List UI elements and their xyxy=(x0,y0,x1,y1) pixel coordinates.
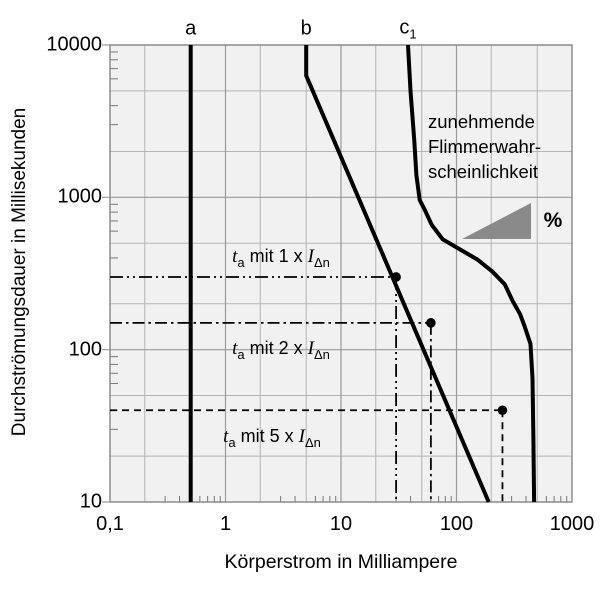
y-tick-label: 100 xyxy=(68,338,102,361)
annotation-line-2: Flimmerwahr- xyxy=(428,136,542,157)
x-tick-label: 1000 xyxy=(549,513,595,535)
x-axis-title: Körperstrom in Milliampere xyxy=(224,551,458,573)
guide-label-5x: ta mit 5 x IΔn xyxy=(223,426,321,450)
annotation-line-3: scheinlichkeit xyxy=(428,161,539,182)
curve-label-b: b xyxy=(300,17,312,40)
marker-dot xyxy=(391,272,401,282)
marker-dot xyxy=(426,318,436,328)
annotation-block: zunehmende Flimmerwahr- scheinlichkeit xyxy=(428,109,541,184)
y-tick-label: 10 xyxy=(79,490,102,513)
y-axis-title: Durchströmungsdauer in Millisekunden xyxy=(9,107,30,437)
y-tick-label: 10000 xyxy=(46,33,102,56)
curve-b xyxy=(304,45,491,503)
increasing-percent-triangle-icon xyxy=(462,203,531,239)
x-tick-label: 10 xyxy=(329,513,353,535)
curve-c1 xyxy=(406,44,537,503)
curve-label-c: c1 xyxy=(399,16,417,42)
y-tick-label: 1000 xyxy=(57,185,103,208)
guide-label-2x: ta mit 2 x IΔn xyxy=(232,338,330,362)
x-tick-label: 100 xyxy=(439,513,474,535)
plot-border xyxy=(109,44,573,503)
x-tick-label: 1 xyxy=(219,513,232,535)
annotation-line-1: zunehmende xyxy=(428,111,535,132)
percent-label: % xyxy=(543,209,563,232)
curve-label-a: a xyxy=(185,17,197,40)
marker-dot xyxy=(497,405,508,416)
guide-label-1x: ta mit 1 x IΔn xyxy=(232,246,330,270)
x-tick-label: 0,1 xyxy=(96,513,124,535)
